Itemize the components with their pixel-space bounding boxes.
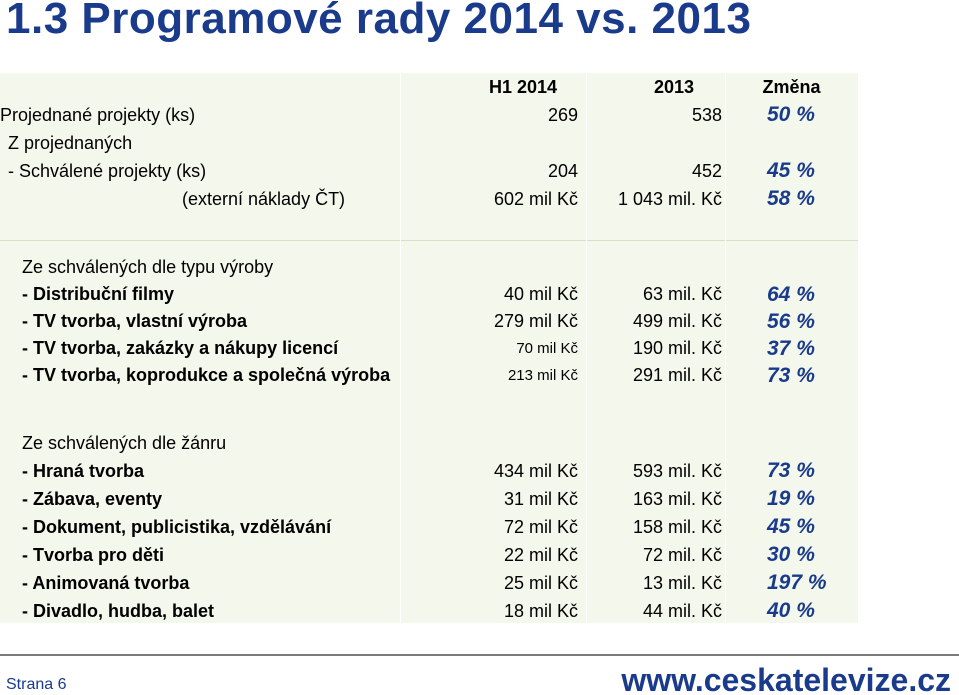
column-divider — [586, 73, 587, 623]
table-row: - Schválené projekty (ks) 204 452 45 % — [8, 159, 815, 182]
table-header-row: H1 2014 2013 Změna — [0, 73, 858, 101]
website-link[interactable]: www.ceskatelevize.cz — [621, 662, 951, 695]
header-change: Změna — [762, 76, 821, 97]
table-row: - Divadlo, hudba, balet 18 mil Kč 44 mil… — [22, 599, 815, 622]
comparison-table: H1 2014 2013 Změna Projednané projekty (… — [0, 73, 858, 625]
table-row: (externí náklady ČT) 602 mil Kč 1 043 mi… — [182, 187, 815, 210]
table-row: - Distribuční filmy 40 mil Kč 63 mil. Kč… — [22, 282, 815, 306]
section-heading-row: Ze schválených dle typu výroby — [0, 253, 858, 281]
table-row: Z projednaných — [8, 132, 133, 153]
page-title: 1.3 Programové rady 2014 vs. 2013 — [6, 0, 752, 43]
genre-section-bg — [0, 421, 858, 623]
table-row: - Zábava, eventy 31 mil Kč 163 mil. Kč 1… — [22, 487, 815, 510]
summary-section-bg — [0, 73, 858, 241]
footer-divider — [0, 654, 959, 656]
header-2013: 2013 — [653, 76, 695, 97]
table-row: - Dokument, publicistika, vzdělávání 72 … — [22, 515, 815, 538]
page-number: Strana 6 — [6, 676, 67, 693]
table-row: - TV tvorba, vlastní výroba 279 mil Kč 4… — [22, 309, 815, 333]
spacer-row — [0, 389, 858, 429]
type-section-bg — [0, 241, 858, 421]
section-heading-row: Ze schválených dle žánru — [0, 429, 858, 457]
type-heading: Ze schválených dle typu výroby — [22, 256, 274, 277]
genre-heading: Ze schválených dle žánru — [22, 432, 227, 453]
table-row: - Tvorba pro děti 22 mil Kč 72 mil. Kč 3… — [22, 543, 815, 566]
column-divider — [725, 73, 726, 623]
table-row: - TV tvorba, koprodukce a společná výrob… — [22, 363, 815, 387]
column-divider — [400, 73, 401, 623]
header-h1-2014: H1 2014 — [488, 76, 558, 97]
table-row: - TV tvorba, zakázky a nákupy licencí 70… — [22, 336, 815, 360]
spacer-row — [0, 213, 858, 253]
table-row: - Animovaná tvorba 25 mil Kč 13 mil. Kč … — [22, 571, 827, 594]
table-row: - Hraná tvorba 434 mil Kč 593 mil. Kč 73… — [22, 459, 815, 482]
table-row: Projednané projekty (ks) 269 538 50 % — [0, 103, 815, 126]
